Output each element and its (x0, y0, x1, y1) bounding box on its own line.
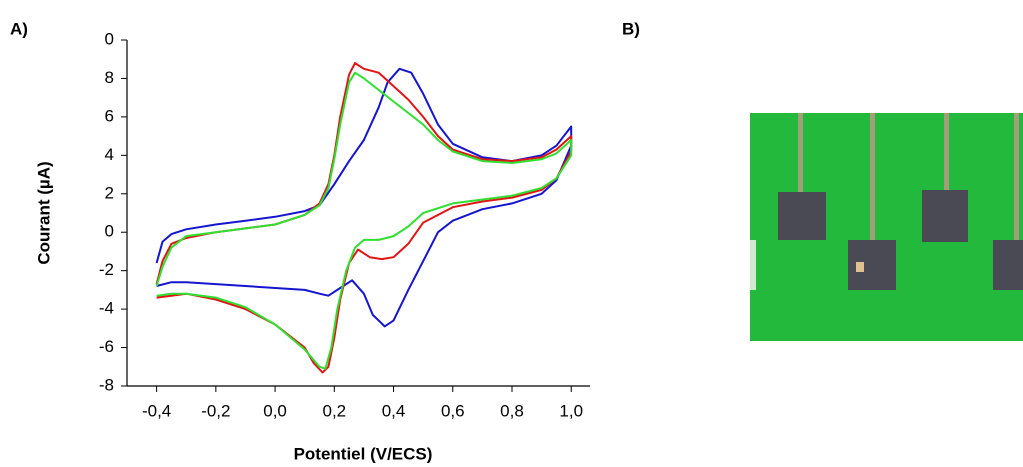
y-tick-label: -8 (99, 375, 114, 394)
x-tick-label: 0,4 (382, 401, 406, 420)
y-tick-label: -2 (99, 260, 114, 279)
x-tick-label: 1,0 (559, 401, 583, 420)
photo (750, 113, 1023, 341)
y-tick-label: 6 (105, 106, 114, 125)
y-tick-label: 8 (105, 68, 114, 87)
y-axis-label: Courant (µA) (34, 161, 53, 264)
y-tick-label: -4 (99, 299, 114, 318)
x-tick-label: 0,6 (441, 401, 465, 420)
panel-label: B) (622, 19, 640, 38)
cv-curve (155, 62, 573, 374)
y-tick-label: 4 (105, 145, 114, 164)
x-tick-label: 0,2 (322, 401, 346, 420)
y-tick-label: -6 (99, 337, 114, 356)
x-tick-label: -0,4 (142, 401, 171, 420)
y-tick-label: 2 (105, 183, 114, 202)
y-tick-label: 0 (105, 29, 114, 48)
y-tick-label: 0 (105, 222, 114, 241)
x-axis-label: Potentiel (V/ECS) (294, 444, 433, 463)
x-tick-label: 0,8 (500, 401, 524, 420)
x-tick-label: 0,0 (263, 401, 287, 420)
x-tick-label: -0,2 (201, 401, 230, 420)
cv-curve (155, 71, 573, 370)
panel-label: A) (10, 19, 28, 38)
